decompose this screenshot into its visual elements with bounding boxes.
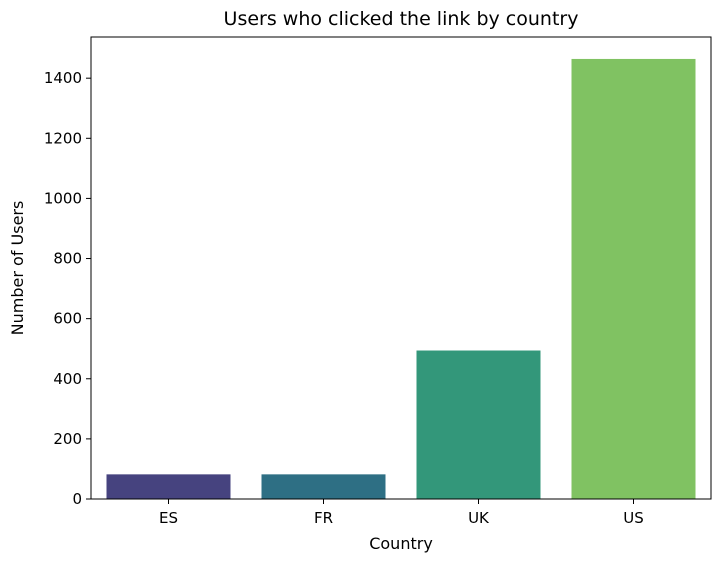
y-axis-label: Number of Users (8, 201, 27, 336)
x-tick-label: FR (314, 509, 333, 527)
bar-es (106, 474, 231, 499)
bar-uk (416, 350, 541, 499)
x-axis-ticks: ES FR UK US (159, 499, 644, 527)
y-tick-label: 600 (53, 310, 82, 328)
chart-title: Users who clicked the link by country (224, 8, 579, 30)
y-tick-label: 200 (53, 430, 82, 448)
y-tick-label: 1400 (44, 69, 82, 87)
plot-frame (90, 36, 712, 500)
y-tick-label: 800 (53, 250, 82, 268)
x-tick-label: US (623, 509, 644, 527)
y-tick-label: 0 (72, 490, 82, 508)
y-tick-label: 1200 (44, 129, 82, 147)
x-tick-label: ES (159, 509, 178, 527)
y-tick-label: 400 (53, 370, 82, 388)
y-tick-label: 1000 (44, 189, 82, 207)
bars-group (106, 58, 696, 499)
bar-us (571, 58, 696, 499)
bar-fr (261, 474, 386, 499)
x-axis-label: Country (369, 534, 433, 553)
y-axis-ticks: 0 200 400 600 800 1000 1200 1400 (44, 69, 91, 508)
x-tick-label: UK (468, 509, 490, 527)
